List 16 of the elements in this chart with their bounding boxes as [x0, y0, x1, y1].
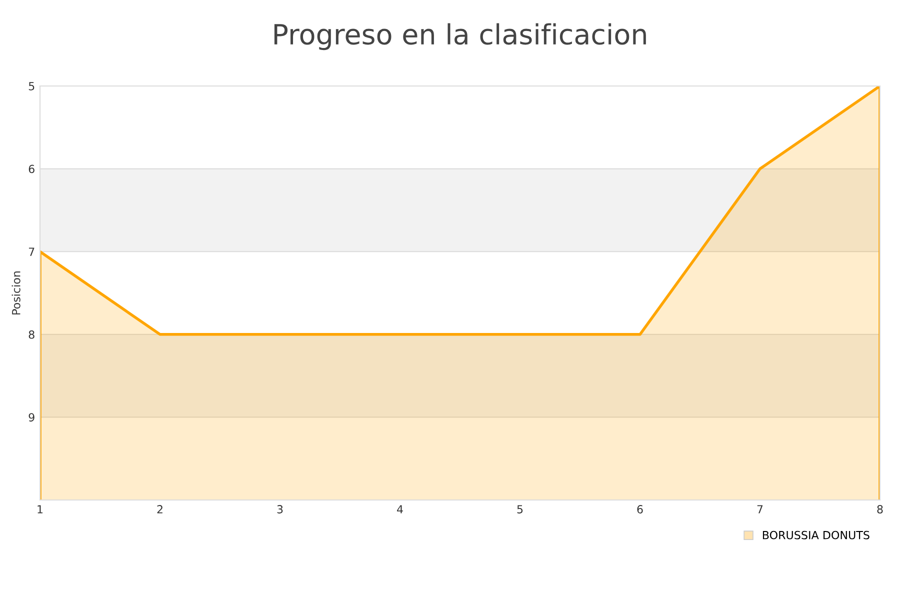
y-tick-label: 6	[28, 164, 34, 174]
x-tick-label: 5	[517, 505, 523, 514]
y-tick-label: 8	[28, 330, 34, 339]
x-tick-label: 6	[637, 505, 643, 514]
x-tick-label: 8	[877, 505, 883, 514]
y-tick-label: 5	[28, 82, 34, 90]
y-tick-label: 9	[28, 413, 34, 422]
x-tick-label: 4	[397, 505, 403, 514]
x-tick-label: 3	[277, 505, 283, 514]
x-tick-label: 2	[157, 505, 162, 514]
x-tick-label: 1	[38, 505, 43, 514]
x-tick-label: 7	[757, 505, 763, 514]
chart-title: Progreso en la clasificacion	[274, 23, 646, 50]
y-axis-title: Posicion	[12, 271, 20, 314]
y-tick-label: 7	[28, 248, 34, 256]
legend-label: BORUSSIA DONUTS	[762, 530, 870, 540]
